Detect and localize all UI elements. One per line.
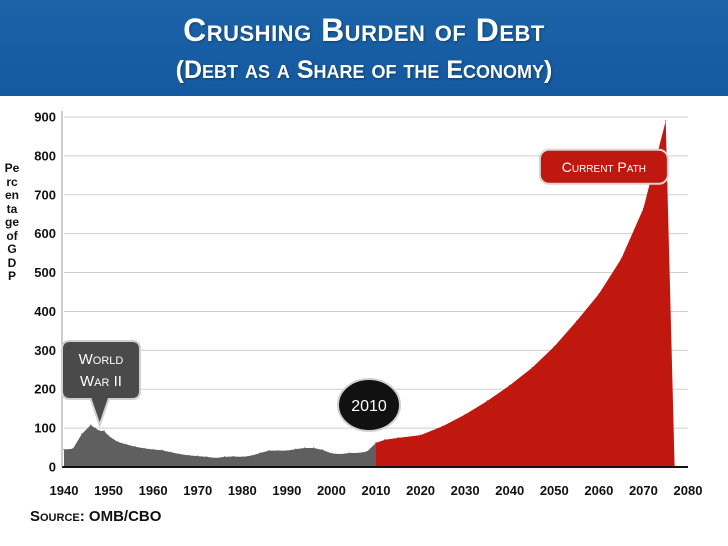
projected-point-2012 — [384, 439, 386, 441]
historical-point-1988 — [277, 450, 279, 452]
historical-point-1992 — [295, 448, 297, 450]
projected-point-2025 — [442, 425, 444, 427]
projected-point-2015 — [397, 437, 399, 439]
projected-point-2060 — [598, 293, 600, 295]
historical-point-2006 — [357, 452, 359, 454]
projected-point-2020 — [419, 434, 422, 436]
historical-point-1946 — [90, 424, 92, 426]
x-tick-label-2060: 2060 — [584, 483, 613, 498]
y-tick-label-900: 900 — [34, 110, 56, 125]
x-tick-label-1960: 1960 — [139, 483, 168, 498]
current-path-label: Current Path — [562, 159, 646, 175]
historical-point-1978 — [232, 455, 234, 458]
projected-point-2070 — [642, 207, 645, 209]
projected-point-2045 — [531, 367, 533, 369]
chart-title: Crushing Burden of Debt — [183, 12, 545, 48]
historical-point-1966 — [179, 453, 181, 455]
year-2010-callout-label: 2010 — [351, 398, 387, 415]
historical-point-1994 — [304, 447, 306, 449]
historical-point-1960 — [152, 448, 154, 451]
y-tick-label-500: 500 — [34, 265, 56, 280]
year-2010-callout-bubble — [337, 378, 401, 432]
historical-point-2000 — [330, 452, 333, 454]
historical-point-1980 — [241, 456, 243, 458]
projected-debt-area — [376, 120, 675, 467]
historical-point-1974 — [214, 457, 217, 459]
y-tick-label-0: 0 — [49, 460, 56, 475]
historical-point-2004 — [348, 452, 350, 454]
x-tick-label-2070: 2070 — [629, 483, 658, 498]
y-tick-label-100: 100 — [34, 421, 56, 436]
historical-point-1968 — [188, 454, 190, 456]
x-tick-label-1980: 1980 — [228, 483, 257, 498]
source-note: Source: OMB/CBO — [30, 508, 161, 525]
projected-point-2050 — [553, 345, 555, 348]
y-tick-label-300: 300 — [34, 343, 56, 358]
historical-point-1990 — [286, 450, 288, 452]
year-2010-callout-joint — [361, 422, 375, 428]
historical-point-1942 — [72, 448, 74, 450]
historical-point-2008 — [366, 450, 368, 453]
x-tick-label-2040: 2040 — [495, 483, 524, 498]
historical-point-1948 — [99, 430, 101, 432]
x-tick-label-1970: 1970 — [183, 483, 212, 498]
projected-point-2035 — [486, 400, 489, 402]
historical-point-1947 — [94, 427, 96, 429]
axes: 0 100 200 300 400 500 600 700 800 900 1940 1950 1960… — [34, 110, 702, 499]
historical-point-1964 — [170, 451, 172, 453]
y-tick-label-600: 600 — [34, 226, 56, 241]
data-areas — [63, 120, 676, 468]
projected-point-2040 — [509, 384, 511, 386]
wwii-callout-line-2: War II — [80, 373, 122, 390]
wwii-callout-line-1: World — [79, 351, 124, 368]
x-tick-label-2010: 2010 — [362, 483, 391, 498]
x-tick-label-1940: 1940 — [50, 483, 79, 498]
projected-point-2055 — [575, 320, 578, 322]
x-tick-label-2000: 2000 — [317, 483, 346, 498]
x-tick-label-2020: 2020 — [406, 483, 435, 498]
annotations: World War II 2010 Current Path — [61, 148, 669, 432]
historical-point-1998 — [321, 449, 324, 451]
y-axis-label: Percentage of GDP — [4, 161, 23, 283]
x-tick-label-2050: 2050 — [540, 483, 569, 498]
source-value: OMB/CBO — [88, 508, 162, 525]
historical-point-1950 — [107, 435, 110, 437]
historical-point-1944 — [81, 433, 83, 435]
projected-point-2065 — [620, 258, 622, 260]
x-tick-label-1990: 1990 — [272, 483, 301, 498]
historical-debt-area — [64, 425, 376, 467]
y-tick-label-400: 400 — [34, 304, 56, 319]
historical-point-2002 — [339, 453, 341, 455]
projected-point-2075 — [665, 120, 667, 122]
historical-point-1996 — [313, 447, 315, 449]
historical-point-1982 — [250, 455, 252, 457]
historical-point-1970 — [197, 455, 199, 457]
wwii-callout-box — [61, 340, 141, 429]
chart-subtitle: (Debt as a Share of the Economy) — [175, 56, 553, 84]
x-tick-label-2030: 2030 — [451, 483, 480, 498]
historical-point-1958 — [143, 447, 145, 449]
historical-point-1956 — [134, 446, 136, 448]
historical-point-1949 — [103, 430, 105, 432]
source-label: Source: — [30, 508, 85, 525]
historical-point-1940 — [63, 448, 65, 451]
historical-point-1962 — [161, 449, 163, 451]
historical-point-1972 — [206, 456, 208, 458]
y-tick-label-200: 200 — [34, 382, 56, 397]
historical-point-1984 — [259, 452, 261, 454]
y-tick-label-700: 700 — [34, 187, 56, 202]
y-tick-label-800: 800 — [34, 148, 56, 163]
historical-point-1976 — [223, 456, 226, 458]
projected-point-2030 — [464, 413, 466, 416]
historical-point-1986 — [268, 450, 270, 452]
historical-point-1952 — [116, 441, 119, 443]
historical-point-1954 — [125, 443, 127, 446]
title-banner: Crushing Burden of Debt (Debt as a Share… — [0, 0, 728, 96]
x-tick-label-2080: 2080 — [674, 483, 703, 498]
projected-point-2010 — [375, 442, 377, 444]
current-path-label-box — [538, 148, 669, 185]
x-tick-label-1950: 1950 — [94, 483, 123, 498]
